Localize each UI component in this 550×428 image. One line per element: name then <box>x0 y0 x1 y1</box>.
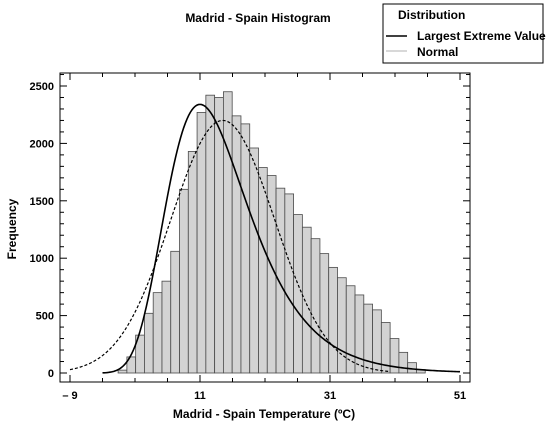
histogram-bar <box>144 312 154 374</box>
histogram-bar <box>214 97 224 374</box>
histogram-bar <box>231 115 242 374</box>
histogram-bar <box>337 277 347 374</box>
histogram-bar <box>310 238 321 374</box>
histogram-bar <box>161 280 172 374</box>
x-tick-label: 51 <box>454 390 466 402</box>
legend: Distribution Largest Extreme Value Norma… <box>382 3 546 64</box>
histogram-bar <box>328 266 338 374</box>
histogram-bar <box>205 94 216 374</box>
x-tick-label: 31 <box>324 390 336 402</box>
histogram-bar <box>354 294 365 374</box>
histogram-bar <box>117 369 128 374</box>
histogram-bar <box>275 187 286 374</box>
histogram-bars <box>117 91 426 374</box>
histogram-bar <box>301 226 312 374</box>
histogram-bar <box>240 123 251 374</box>
histogram-bar <box>196 112 207 374</box>
x-tick-label: 11 <box>194 390 206 402</box>
y-tick-label: 2000 <box>30 138 54 150</box>
y-tick-label: 1500 <box>30 196 54 208</box>
histogram-bar <box>398 351 409 374</box>
histogram-bar <box>179 188 189 374</box>
y-tick-label: 0 <box>48 368 54 380</box>
histogram-bar <box>319 253 330 374</box>
y-tick-label: 2500 <box>30 81 54 93</box>
y-tick-label: 500 <box>36 311 54 323</box>
histogram-bar <box>222 91 233 374</box>
chart-title: Madrid - Spain Histogram <box>185 11 330 25</box>
histogram-bar <box>258 167 268 374</box>
x-axis-label: Madrid - Spain Temperature (ºC) <box>173 407 355 421</box>
normal-curve <box>69 119 389 373</box>
legend-entry-normal: Normal <box>417 45 458 59</box>
histogram-bar <box>249 147 259 374</box>
x-tick-label: – 9 <box>62 390 77 402</box>
histogram-bar <box>187 151 198 374</box>
histogram-bar <box>152 292 163 374</box>
histogram-bar <box>284 193 295 374</box>
legend-title: Distribution <box>398 8 465 22</box>
y-tick-label: 1000 <box>30 253 54 265</box>
largest-extreme-value-curve <box>102 103 461 374</box>
y-axis-label: Frequency <box>5 198 19 259</box>
x-axis-ticks: – 9 11 31 51 <box>62 73 466 402</box>
histogram-bar <box>345 285 356 374</box>
y-axis-ticks: 0 500 1000 1500 2000 2500 <box>30 74 470 380</box>
histogram-bar <box>293 214 303 374</box>
histogram-bar <box>170 250 180 374</box>
legend-box <box>382 3 544 64</box>
legend-entry-largest-extreme-value: Largest Extreme Value <box>417 29 546 43</box>
